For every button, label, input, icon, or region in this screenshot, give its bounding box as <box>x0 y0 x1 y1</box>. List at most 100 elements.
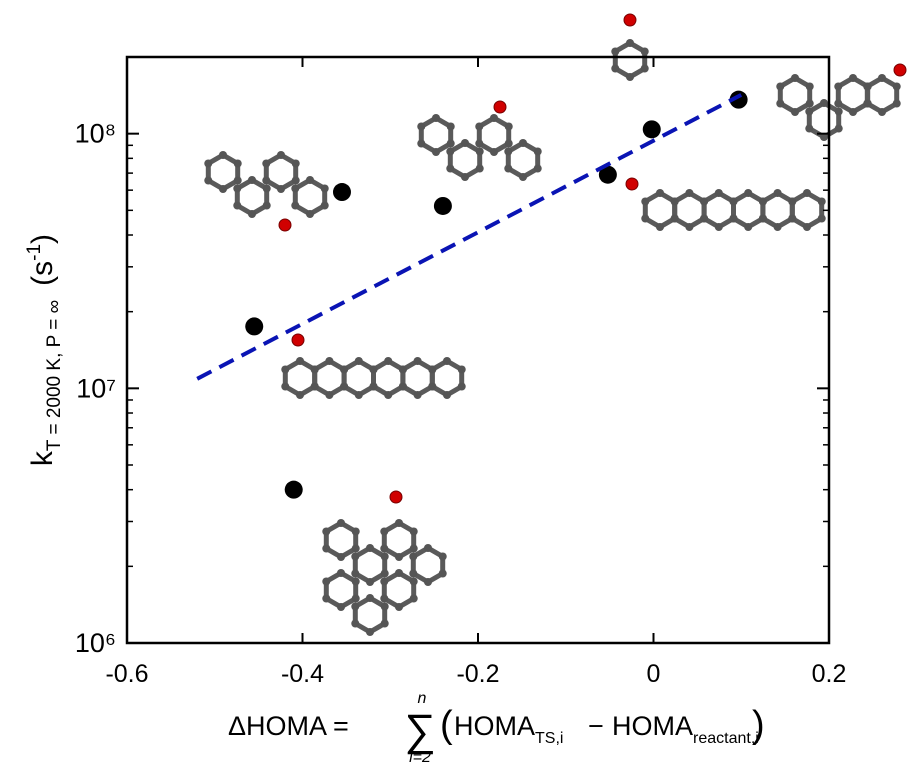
atom <box>355 391 363 399</box>
atom <box>366 578 374 586</box>
atom <box>340 383 348 391</box>
molecule-ring <box>615 43 644 77</box>
molecule-ring <box>355 548 384 582</box>
molecule-ring <box>734 193 763 227</box>
molecule-ring <box>867 78 896 112</box>
molecule-ring <box>384 523 413 557</box>
atom <box>788 198 796 206</box>
atom <box>863 100 871 108</box>
atom <box>626 39 634 47</box>
atom <box>611 48 619 56</box>
atom <box>325 357 333 365</box>
atom <box>791 74 799 82</box>
x-tick-label: -0.2 <box>456 660 499 688</box>
atom <box>475 123 483 131</box>
atom <box>352 528 360 536</box>
atom <box>626 73 634 81</box>
atom <box>791 108 799 116</box>
atom <box>277 151 285 159</box>
molecule-ring <box>326 573 355 607</box>
x-title-term2-main: HOMA <box>612 711 693 741</box>
oxygen-atom <box>494 101 506 113</box>
atom <box>291 202 299 210</box>
x-title-sum: ∑ <box>404 706 435 755</box>
molecule-ring <box>237 180 266 214</box>
atom <box>534 148 542 156</box>
atom <box>424 578 432 586</box>
atom <box>700 198 708 206</box>
atom <box>204 177 212 185</box>
x-axis-title: ΔHOMA = ∑ n i=2 ( HOMATS,i − HOMAreactan… <box>228 690 765 764</box>
molecule-ring <box>792 193 821 227</box>
atom <box>380 545 388 553</box>
atom <box>878 108 886 116</box>
atom <box>776 100 784 108</box>
y-tick-label: 10⁶ <box>75 628 116 658</box>
atom <box>641 48 649 56</box>
atom <box>443 391 451 399</box>
atom <box>410 545 418 553</box>
atom <box>337 603 345 611</box>
molecule-ring <box>374 361 403 395</box>
atom <box>414 391 422 399</box>
atom <box>685 223 693 231</box>
atom <box>366 544 374 552</box>
data-point <box>285 481 303 499</box>
x-title-upper: n <box>418 690 427 707</box>
x-title-term1-main: HOMA <box>454 711 535 741</box>
atom <box>292 160 300 168</box>
atom <box>744 189 752 197</box>
atom <box>461 173 469 181</box>
atom <box>306 210 314 218</box>
atom <box>878 74 886 82</box>
atom <box>410 595 418 603</box>
atom <box>835 108 843 116</box>
y-title-sub: T = 2000 K, P = ∞ <box>44 300 65 451</box>
x-title-term1: HOMATS,i <box>454 711 563 747</box>
atom <box>233 202 241 210</box>
molecule-ring <box>809 103 838 137</box>
data-point <box>643 120 661 138</box>
molecule-ring <box>344 361 373 395</box>
molecule-ring <box>208 155 237 189</box>
atom <box>774 223 782 231</box>
x-title-minus: − <box>588 711 604 741</box>
atom <box>835 125 843 133</box>
atom <box>428 383 436 391</box>
atom <box>729 215 737 223</box>
atom <box>380 528 388 536</box>
atom <box>818 215 826 223</box>
atom <box>641 198 649 206</box>
atom <box>685 189 693 197</box>
atom <box>671 198 679 206</box>
x-title-lhs: ΔHOMA = <box>228 711 349 741</box>
atom <box>893 100 901 108</box>
atom <box>248 210 256 218</box>
molecule-ring <box>266 155 295 189</box>
y-title-unit: (s <box>26 261 59 286</box>
atom <box>744 223 752 231</box>
atom <box>277 185 285 193</box>
atom <box>805 125 813 133</box>
atom <box>818 198 826 206</box>
atom <box>306 176 314 184</box>
oxygen-atom <box>894 64 906 76</box>
atom <box>351 620 359 628</box>
atom <box>519 173 527 181</box>
molecule-ring <box>285 361 314 395</box>
molecule-ring <box>403 361 432 395</box>
y-title-unit-exp: -1 <box>24 244 45 261</box>
atom <box>806 100 814 108</box>
atom <box>369 383 377 391</box>
atom <box>519 139 527 147</box>
atom <box>414 357 422 365</box>
atom <box>296 391 304 399</box>
atom <box>351 570 359 578</box>
x-title-lower: i=2 <box>409 749 431 764</box>
atom <box>234 177 242 185</box>
atom <box>504 148 512 156</box>
atom <box>534 165 542 173</box>
atom <box>410 578 418 586</box>
atom <box>322 528 330 536</box>
x-title-term2: HOMAreactant,i <box>612 711 759 747</box>
